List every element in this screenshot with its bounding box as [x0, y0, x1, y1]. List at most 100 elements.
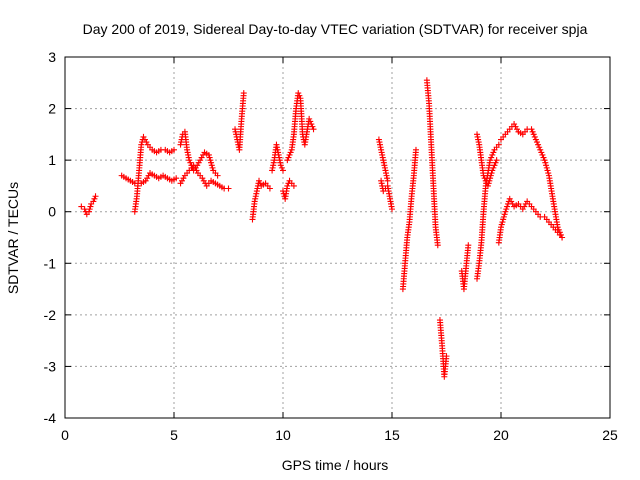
- data-point: [280, 167, 286, 174]
- data-point: [287, 149, 294, 156]
- data-point: [491, 162, 498, 169]
- x-tick-label: 20: [493, 427, 509, 443]
- data-point: [443, 353, 450, 360]
- data-point: [296, 92, 303, 99]
- data-point: [434, 242, 441, 249]
- data-point: [307, 118, 314, 125]
- data-point: [186, 157, 193, 164]
- data-point: [171, 146, 177, 153]
- y-tick-label: 3: [48, 49, 56, 65]
- data-point: [501, 211, 508, 218]
- data-point: [500, 216, 507, 223]
- x-tick-label: 5: [170, 427, 178, 443]
- data-point: [492, 159, 499, 166]
- data-point: [284, 182, 291, 189]
- data-point: [485, 180, 492, 187]
- x-tick-label: 25: [602, 427, 618, 443]
- data-point: [545, 170, 552, 177]
- data-points: [78, 77, 566, 380]
- data-point: [535, 141, 542, 148]
- data-point: [78, 203, 85, 210]
- data-point: [86, 206, 93, 213]
- x-tick-label: 10: [275, 427, 291, 443]
- data-point: [543, 162, 550, 169]
- y-tick-label: -1: [44, 255, 57, 271]
- data-point: [389, 206, 395, 213]
- data-point: [173, 175, 180, 182]
- data-point: [487, 172, 494, 179]
- data-point: [495, 141, 502, 148]
- data-point: [489, 151, 496, 158]
- data-point: [290, 182, 297, 189]
- grid: [65, 57, 610, 418]
- data-point: [488, 154, 495, 161]
- data-point: [286, 151, 293, 158]
- data-point: [87, 203, 94, 210]
- data-point: [532, 136, 539, 143]
- data-point: [539, 151, 546, 158]
- data-point: [285, 154, 292, 161]
- y-tick-label: 1: [48, 152, 56, 168]
- data-point: [537, 146, 544, 153]
- y-tick-label: 2: [48, 101, 56, 117]
- data-point: [493, 157, 500, 164]
- data-point: [484, 182, 491, 189]
- y-tick-label: 0: [48, 204, 56, 220]
- data-point: [529, 128, 536, 135]
- data-point: [257, 180, 264, 187]
- data-point: [498, 224, 504, 231]
- data-point: [543, 164, 550, 171]
- data-point: [530, 131, 537, 138]
- data-point: [266, 185, 273, 192]
- data-point: [85, 208, 92, 215]
- data-point: [541, 157, 548, 164]
- data-point: [240, 90, 247, 97]
- data-point: [500, 213, 507, 220]
- data-point: [536, 144, 543, 151]
- data-point: [310, 126, 317, 133]
- data-point: [208, 159, 215, 166]
- data-point: [207, 157, 214, 164]
- axis-ticks: [64, 56, 611, 419]
- data-point: [538, 149, 545, 156]
- data-point: [502, 208, 509, 215]
- data-point: [256, 177, 263, 184]
- data-point: [487, 175, 494, 182]
- y-axis-label: SDTVAR / TECUs: [5, 182, 21, 294]
- data-point: [306, 115, 313, 122]
- y-tick-label: -3: [44, 358, 57, 374]
- data-point: [542, 159, 549, 166]
- data-point: [504, 203, 511, 210]
- data-point: [209, 164, 216, 171]
- y-tick-label: -4: [44, 410, 57, 426]
- data-point: [528, 126, 535, 133]
- data-point: [277, 162, 284, 169]
- data-point: [92, 193, 99, 200]
- chart-title: Day 200 of 2019, Sidereal Day-to-day VTE…: [83, 21, 588, 37]
- data-point: [487, 157, 494, 164]
- data-point: [481, 175, 488, 182]
- data-point: [91, 195, 98, 202]
- data-point: [489, 167, 496, 174]
- y-tick-label: -2: [44, 307, 57, 323]
- data-point: [206, 154, 213, 161]
- data-point: [187, 159, 194, 166]
- data-point: [488, 170, 495, 177]
- data-point: [465, 242, 472, 249]
- x-tick-label: 0: [61, 427, 69, 443]
- data-point: [490, 164, 497, 171]
- data-point: [490, 149, 497, 156]
- data-point: [138, 141, 145, 148]
- data-point: [284, 157, 291, 164]
- data-point: [486, 177, 493, 184]
- data-point: [540, 154, 547, 161]
- data-point: [214, 172, 221, 179]
- data-point: [295, 90, 302, 97]
- plot-frame: [64, 56, 611, 419]
- tick-labels: 0 5 10 15 20 25 -4 -3 -2 -1 0 1 2 3: [44, 49, 618, 443]
- data-point: [533, 139, 540, 146]
- data-point: [278, 164, 285, 171]
- data-point: [498, 221, 505, 228]
- data-point: [81, 206, 88, 213]
